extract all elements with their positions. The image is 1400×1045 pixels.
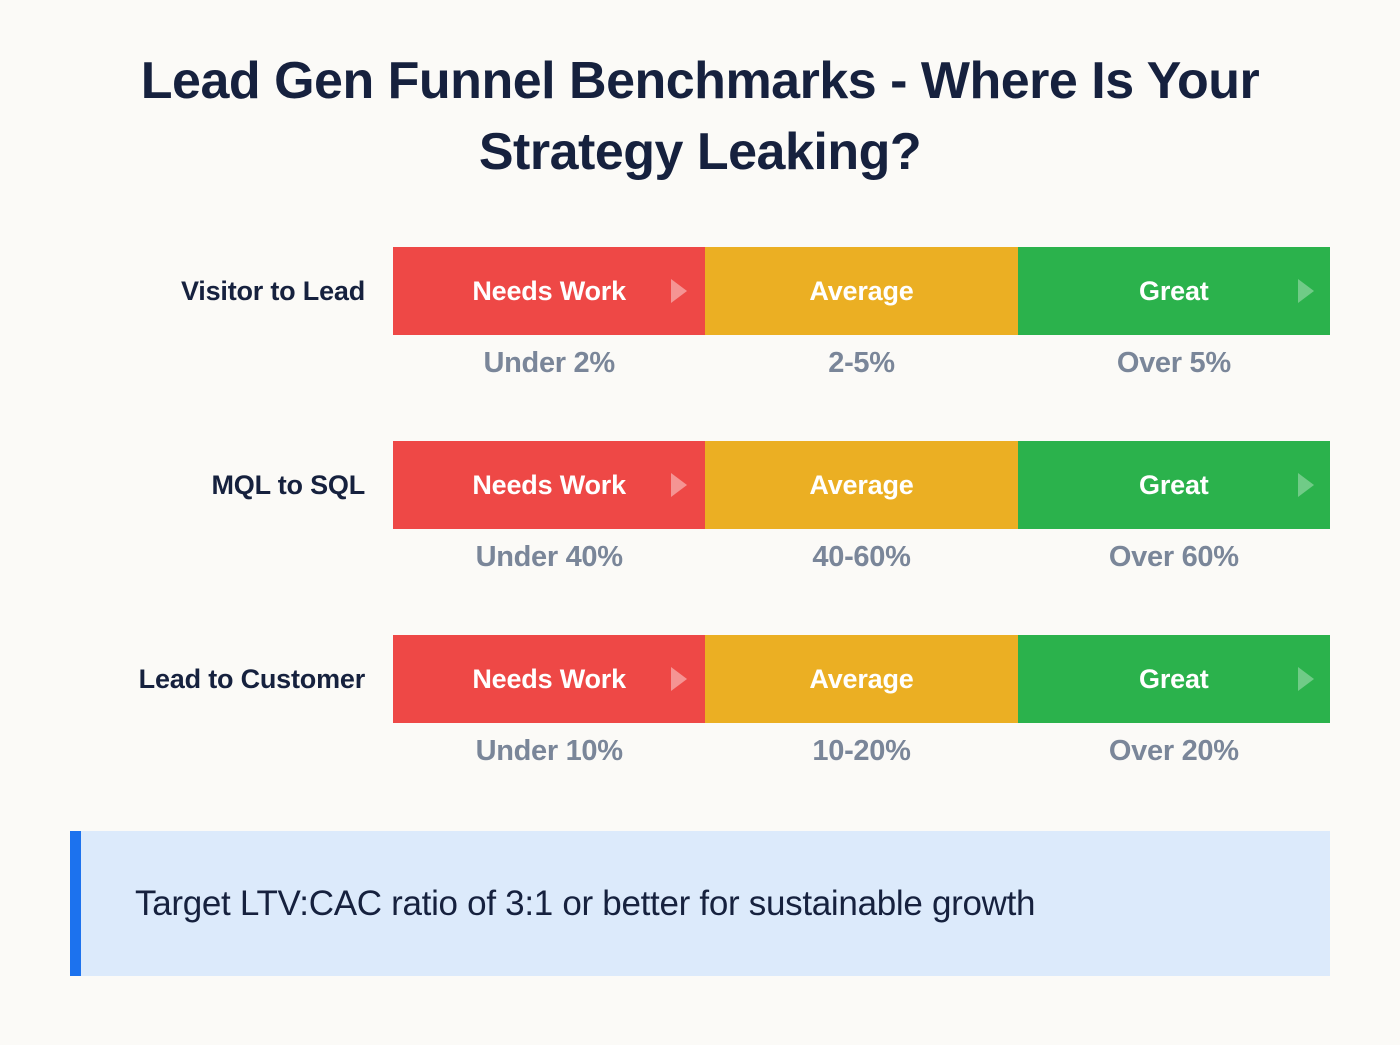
- value-average: 2-5%: [828, 347, 895, 379]
- value-average: 40-60%: [812, 541, 911, 573]
- chevron-right-icon: [671, 667, 688, 691]
- benchmark-row: Visitor to Lead Needs Work Average Great…: [0, 247, 1400, 441]
- benchmark-row: MQL to SQL Needs Work Average Great Unde…: [0, 441, 1400, 635]
- segment-needs-work[interactable]: Needs Work: [393, 635, 706, 723]
- page-title: Lead Gen Funnel Benchmarks - Where Is Yo…: [140, 52, 1260, 181]
- value-needs-work: Under 40%: [475, 541, 623, 573]
- chevron-right-icon: [1297, 279, 1314, 303]
- segment-label: Great: [1139, 275, 1209, 306]
- segment-needs-work[interactable]: Needs Work: [393, 247, 706, 335]
- segment-label: Average: [809, 469, 914, 500]
- segment-great[interactable]: Great: [1017, 247, 1330, 335]
- row-label-visitor-to-lead: Visitor to Lead: [180, 276, 365, 306]
- benchmark-row: Lead to Customer Needs Work Average Grea…: [0, 635, 1400, 829]
- benchmark-values: Under 2% 2-5% Over 5%: [393, 347, 1330, 380]
- segment-needs-work[interactable]: Needs Work: [393, 441, 706, 529]
- value-needs-work: Under 10%: [475, 735, 623, 767]
- segment-label: Needs Work: [472, 469, 626, 500]
- segment-label: Great: [1139, 469, 1209, 500]
- value-great: Over 5%: [1116, 347, 1231, 379]
- value-needs-work: Under 2%: [483, 347, 615, 379]
- benchmark-rows: Visitor to Lead Needs Work Average Great…: [0, 247, 1400, 829]
- benchmark-values: Under 10% 10-20% Over 20%: [393, 735, 1330, 768]
- benchmark-bar: Needs Work Average Great: [393, 247, 1330, 335]
- row-label-mql-to-sql: MQL to SQL: [211, 470, 366, 500]
- segment-average[interactable]: Average: [705, 247, 1018, 335]
- callout-text: Target LTV:CAC ratio of 3:1 or better fo…: [135, 883, 1036, 923]
- value-average: 10-20%: [812, 735, 911, 767]
- benchmark-bar: Needs Work Average Great: [393, 635, 1330, 723]
- segment-label: Average: [809, 663, 914, 694]
- segment-label: Needs Work: [472, 275, 626, 306]
- benchmark-values: Under 40% 40-60% Over 60%: [393, 541, 1330, 574]
- footer-callout: Target LTV:CAC ratio of 3:1 or better fo…: [70, 831, 1330, 976]
- segment-great[interactable]: Great: [1017, 441, 1330, 529]
- segment-label: Average: [809, 275, 914, 306]
- segment-label: Needs Work: [472, 663, 626, 694]
- segment-average[interactable]: Average: [705, 441, 1018, 529]
- segment-average[interactable]: Average: [705, 635, 1018, 723]
- chevron-right-icon: [1297, 667, 1314, 691]
- chevron-right-icon: [1297, 473, 1314, 497]
- chevron-right-icon: [671, 279, 688, 303]
- segment-label: Great: [1139, 663, 1209, 694]
- chevron-right-icon: [671, 473, 688, 497]
- value-great: Over 20%: [1108, 735, 1239, 767]
- value-great: Over 60%: [1108, 541, 1239, 573]
- benchmark-bar: Needs Work Average Great: [393, 441, 1330, 529]
- row-label-lead-to-customer: Lead to Customer: [138, 664, 366, 694]
- segment-great[interactable]: Great: [1017, 635, 1330, 723]
